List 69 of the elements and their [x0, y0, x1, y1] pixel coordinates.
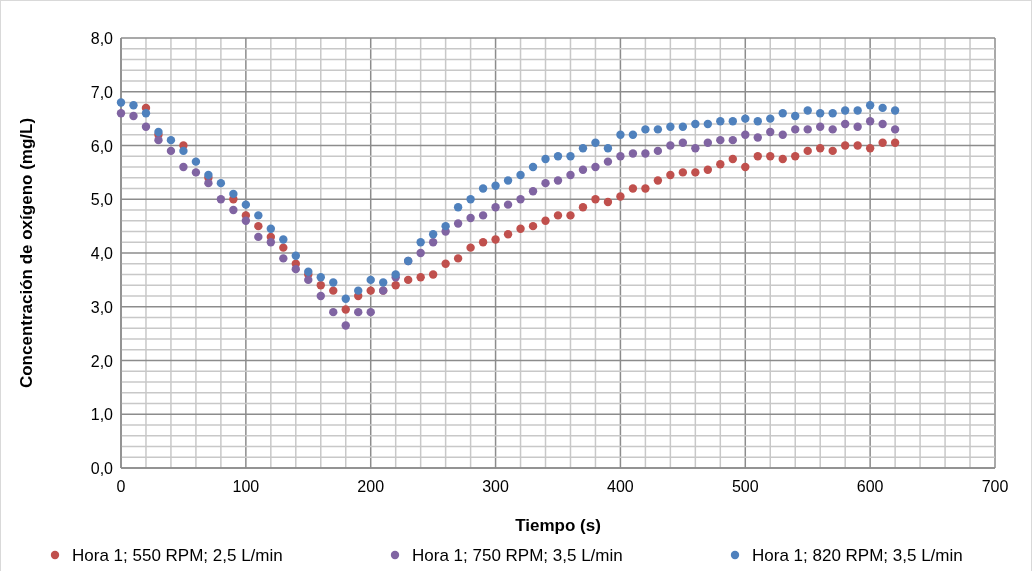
- point: [728, 154, 737, 164]
- point: [578, 203, 588, 212]
- point: [653, 176, 663, 185]
- point: [878, 138, 887, 147]
- point: [453, 254, 463, 263]
- x-tick-label: 0: [116, 478, 126, 495]
- point: [466, 243, 475, 252]
- x-tick-label: 200: [357, 478, 385, 495]
- x-tick-label: 500: [731, 478, 759, 495]
- point: [566, 211, 575, 220]
- point: [541, 216, 550, 225]
- point: [803, 146, 812, 156]
- point: [591, 195, 600, 204]
- point: [840, 141, 850, 150]
- point: [641, 184, 650, 193]
- x-tick-label: 300: [482, 478, 510, 495]
- point: [403, 275, 413, 285]
- x-tick-label: 100: [232, 478, 260, 495]
- point: [853, 141, 862, 150]
- point: [678, 168, 688, 177]
- point: [491, 235, 500, 244]
- point: [366, 286, 375, 295]
- point: [865, 144, 875, 153]
- point: [716, 160, 725, 169]
- y-tick-label: 0,0: [90, 460, 114, 477]
- y-tick-label: 4,0: [90, 245, 114, 262]
- point: [741, 162, 750, 172]
- point: [428, 270, 438, 279]
- point: [603, 197, 613, 207]
- point: [316, 281, 325, 290]
- point: [691, 168, 700, 177]
- point: [778, 154, 787, 164]
- y-tick-label: 3,0: [90, 298, 114, 316]
- point: [503, 230, 513, 239]
- point: [279, 243, 288, 252]
- y-tick-label: 1,0: [90, 406, 114, 424]
- point: [416, 273, 425, 282]
- point: [816, 144, 825, 153]
- point: [703, 165, 713, 174]
- point: [766, 152, 775, 161]
- y-tick-label: 8,0: [90, 30, 114, 47]
- point: [753, 152, 762, 161]
- y-tick-label: 5,0: [90, 191, 114, 209]
- y-tick-label: 7,0: [90, 83, 114, 101]
- y-tick-label: 6,0: [90, 137, 114, 155]
- point: [828, 146, 837, 156]
- x-axis-title: Tiempo (s): [515, 516, 601, 535]
- point: [553, 211, 563, 220]
- point: [254, 221, 263, 231]
- point: [341, 305, 350, 314]
- legend-label: Hora 1; 750 RPM; 3,5 L/min: [412, 546, 623, 565]
- point: [791, 152, 800, 161]
- point: [528, 221, 538, 231]
- x-tick-label: 400: [607, 478, 634, 495]
- legend-label: Hora 1; 550 RPM; 2,5 L/min: [72, 546, 283, 565]
- point: [441, 259, 450, 268]
- point: [478, 238, 488, 247]
- point: [890, 138, 900, 147]
- point: [516, 224, 525, 233]
- point: [666, 170, 675, 180]
- x-tick-label: 700: [981, 478, 1009, 495]
- x-tick-label: 600: [856, 478, 884, 495]
- point: [391, 281, 400, 290]
- y-axis-title: Concentración de oxígeno (mg/L): [17, 117, 36, 389]
- point: [616, 192, 625, 201]
- y-tick-label: 2,0: [90, 352, 114, 370]
- point: [329, 286, 338, 295]
- legend-label: Hora 1; 820 RPM; 3,5 L/min: [752, 546, 963, 565]
- point: [628, 184, 638, 193]
